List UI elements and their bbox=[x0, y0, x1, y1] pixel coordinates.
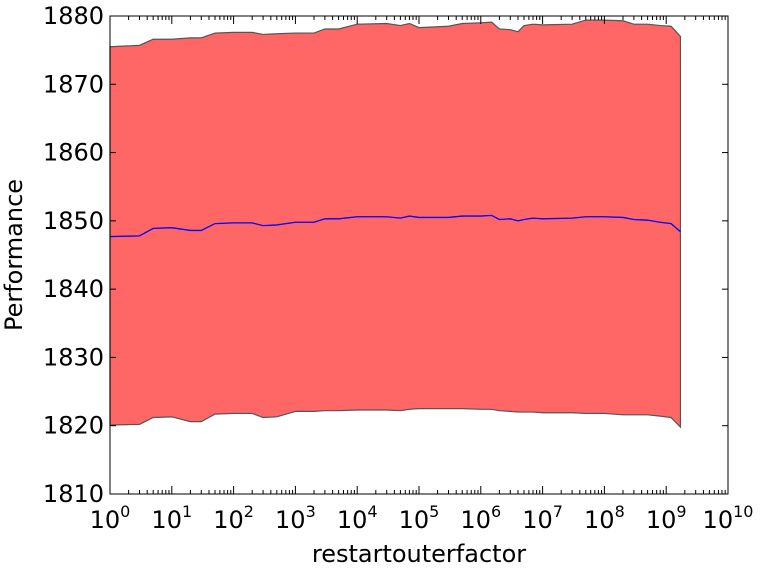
x-tick-label: 103 bbox=[275, 502, 316, 534]
x-tick-base: 10 bbox=[151, 506, 182, 534]
mean-line bbox=[109, 214, 681, 238]
x-tick-exponent: 3 bbox=[306, 502, 316, 521]
std-band bbox=[109, 19, 682, 429]
x-tick-base: 10 bbox=[703, 506, 734, 534]
x-tick-base: 10 bbox=[399, 506, 430, 534]
x-tick-label: 106 bbox=[460, 502, 501, 534]
x-tick-base: 10 bbox=[460, 506, 491, 534]
x-tick-exponent: 0 bbox=[120, 502, 130, 521]
x-axis-label: restartouterfactor bbox=[312, 540, 526, 568]
y-tick-label: 1870 bbox=[43, 70, 104, 98]
y-tick-label: 1830 bbox=[43, 343, 104, 371]
y-tick-label: 1850 bbox=[43, 207, 104, 235]
x-tick-exponent: 6 bbox=[491, 502, 501, 521]
x-tick-exponent: 5 bbox=[429, 502, 439, 521]
x-tick-label: 109 bbox=[646, 502, 687, 534]
x-tick-exponent: 8 bbox=[615, 502, 625, 521]
y-tick-label: 1820 bbox=[43, 412, 104, 440]
x-tick-label: 105 bbox=[399, 502, 440, 534]
x-tick-base: 10 bbox=[646, 506, 677, 534]
x-tick-label: 104 bbox=[337, 502, 378, 534]
x-tick-label: 108 bbox=[584, 502, 625, 534]
x-tick-exponent: 2 bbox=[244, 502, 254, 521]
x-tick-exponent: 1 bbox=[182, 502, 192, 521]
x-tick-exponent: 10 bbox=[733, 502, 753, 521]
x-tick-label: 102 bbox=[213, 502, 254, 534]
x-tick-label: 101 bbox=[151, 502, 192, 534]
y-axis-label: Performance bbox=[0, 179, 28, 331]
y-tick-label: 1880 bbox=[43, 2, 104, 30]
x-tick-label: 100 bbox=[90, 502, 131, 534]
x-tick-base: 10 bbox=[522, 506, 553, 534]
x-tick-exponent: 4 bbox=[367, 502, 377, 521]
y-tick-label: 1840 bbox=[43, 275, 104, 303]
band-layer bbox=[109, 19, 682, 429]
x-tick-label: 1010 bbox=[703, 502, 754, 534]
y-tick-label: 1810 bbox=[43, 480, 104, 508]
x-tick-exponent: 9 bbox=[676, 502, 686, 521]
x-tick-base: 10 bbox=[337, 506, 368, 534]
x-tick-label: 107 bbox=[522, 502, 563, 534]
y-tick-label: 1860 bbox=[43, 139, 104, 167]
line-layer bbox=[109, 214, 681, 238]
x-tick-base: 10 bbox=[584, 506, 615, 534]
x-tick-base: 10 bbox=[275, 506, 306, 534]
x-tick-base: 10 bbox=[213, 506, 244, 534]
x-tick-base: 10 bbox=[90, 506, 121, 534]
x-tick-exponent: 7 bbox=[553, 502, 563, 521]
